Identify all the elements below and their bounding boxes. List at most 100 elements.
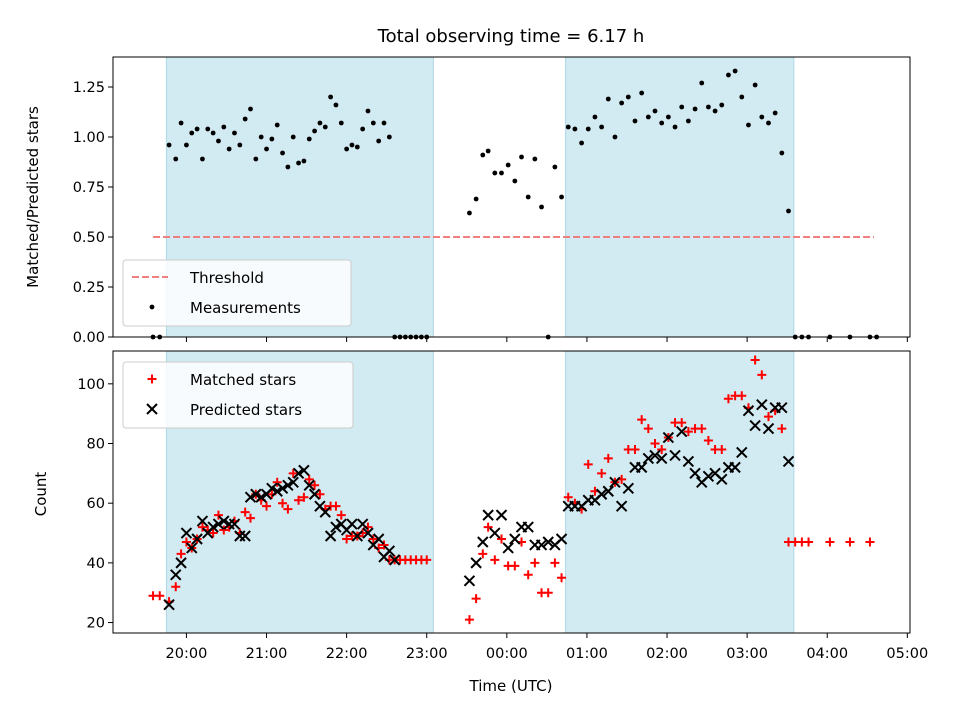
bottom-x-tick-label: 00:00	[486, 646, 528, 662]
matched-star-point	[240, 507, 250, 517]
measurement-point	[221, 124, 227, 130]
legend-matched-swatch	[147, 374, 157, 384]
bottom-axes-frame	[112, 350, 911, 634]
measurement-point	[599, 124, 605, 130]
measurement-point	[200, 156, 205, 162]
legend-predicted-swatch	[146, 403, 158, 415]
legend-measurements-label: Measurements	[190, 299, 301, 317]
measurement-point	[189, 130, 195, 136]
matched-star-point	[310, 480, 320, 490]
measurement-point	[759, 114, 765, 120]
matched-star-point	[643, 424, 653, 434]
predicted-star-point	[207, 521, 219, 533]
predicted-star-point	[756, 399, 768, 411]
matched-star-point	[510, 561, 520, 571]
matched-star-point	[478, 549, 488, 559]
measurement-point	[306, 136, 312, 142]
predicted-star-point	[228, 518, 241, 530]
predicted-star-point	[191, 533, 203, 545]
matched-star-point	[197, 522, 207, 532]
matched-star-point	[757, 370, 767, 380]
predicted-star-point	[635, 461, 648, 474]
predicted-star-point	[287, 476, 299, 489]
matched-star-point	[288, 468, 298, 478]
measurement-point	[786, 208, 791, 214]
matched-star-point	[283, 504, 293, 514]
measurement-point	[766, 120, 771, 126]
top-y-tick-label: 0.25	[73, 280, 105, 296]
predicted-star-point	[362, 527, 374, 539]
matched-star-point	[422, 555, 432, 565]
measurement-point	[386, 134, 392, 140]
bottom-legend-box	[122, 361, 354, 429]
predicted-star-point	[762, 422, 775, 435]
measurement-point	[639, 90, 645, 96]
matched-star-point	[155, 591, 165, 601]
matched-star-point	[543, 588, 553, 598]
measurement-point	[216, 138, 221, 144]
measurement-point	[672, 124, 678, 130]
matched-star-point	[677, 418, 687, 428]
measurement-point	[467, 210, 472, 216]
measurement-point	[248, 106, 253, 112]
predicted-star-point	[324, 530, 337, 542]
predicted-star-point	[555, 533, 568, 545]
predicted-star-point	[742, 404, 755, 417]
bottom-x-tick-label: 05:00	[886, 646, 928, 662]
predicted-star-point	[276, 482, 289, 494]
matched-star-point	[750, 355, 760, 365]
measurement-point	[333, 102, 339, 108]
predicted-star-point	[649, 449, 661, 462]
measurement-point	[328, 94, 334, 100]
bottom-x-tick-label: 01:00	[566, 646, 608, 662]
measurement-point	[692, 106, 698, 112]
measurement-point	[706, 104, 711, 110]
matched-star-point	[176, 549, 186, 559]
matched-star-point	[763, 412, 773, 422]
measurement-point	[719, 102, 725, 108]
measurement-point	[592, 114, 598, 120]
measurement-point	[178, 120, 184, 126]
matched-star-point	[657, 444, 667, 454]
predicted-star-point	[244, 491, 257, 503]
predicted-star-point	[669, 449, 681, 462]
top-y-tick-label: 0.50	[73, 230, 105, 246]
measurement-point	[619, 100, 625, 106]
matched-star-point	[523, 570, 533, 580]
bottom-x-tick-label: 20:00	[166, 646, 208, 662]
matched-star-point	[650, 439, 660, 449]
predicted-star-point	[729, 461, 741, 474]
bottom-x-tick-label: 22:00	[326, 646, 368, 662]
predicted-star-point	[482, 509, 494, 521]
matched-star-point	[219, 525, 229, 535]
measurement-point	[365, 108, 371, 114]
predicted-star-point	[170, 569, 182, 581]
matched-star-point	[368, 534, 378, 544]
bottom-x-tick-label: 04:00	[806, 646, 848, 662]
predicted-star-point	[356, 518, 369, 530]
measurement-point	[232, 130, 237, 136]
measurement-point	[739, 94, 745, 100]
predicted-star-point	[346, 518, 358, 530]
predicted-star-point	[383, 545, 396, 557]
x-axis-label: Time (UTC)	[469, 677, 553, 695]
top-y-tick-label: 0.00	[73, 330, 105, 346]
measurement-point	[264, 146, 269, 152]
measurement-point	[612, 134, 618, 140]
legend-threshold-label: Threshold	[189, 269, 264, 287]
top-axes-frame	[112, 56, 911, 338]
count-panel: 20 40 60 80 100 20:00 21:00 22:00 23:00 00:00 01:0…	[77, 350, 928, 662]
measurement-point	[354, 144, 360, 150]
measurement-point	[317, 120, 323, 126]
top-y-tick-label: 1.25	[73, 80, 105, 96]
measurement-point	[552, 164, 558, 170]
top-y-axis-label: Matched/Predicted stars	[24, 106, 42, 288]
predicted-star-point	[388, 554, 401, 566]
matched-star-point	[278, 498, 288, 508]
matched-star-point	[181, 537, 191, 547]
matched-star-point	[336, 510, 346, 520]
measurement-point	[632, 118, 638, 124]
predicted-star-point	[303, 479, 315, 491]
measurement-point	[652, 108, 658, 114]
predicted-star-point	[716, 473, 728, 486]
